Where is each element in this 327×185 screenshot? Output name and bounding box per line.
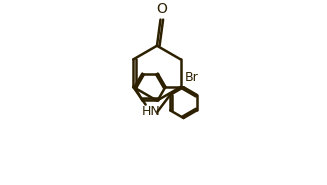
Text: HN: HN [142,105,160,118]
Text: Br: Br [185,71,198,84]
Text: O: O [156,2,167,16]
